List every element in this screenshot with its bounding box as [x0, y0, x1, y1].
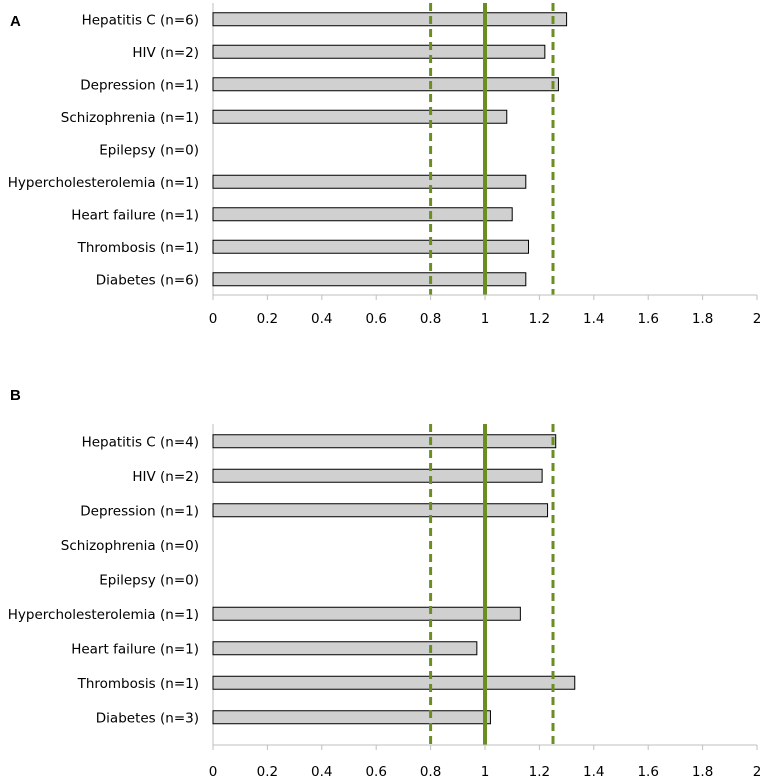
x-tick-label: 1.8: [692, 764, 713, 780]
bar: [212, 606, 521, 621]
x-tick-label: 0.2: [257, 764, 278, 780]
bar: [212, 710, 491, 725]
bar: [212, 675, 576, 690]
category-label: HIV (n=2): [132, 469, 199, 485]
x-tick-label: 1.4: [583, 311, 604, 327]
bar: [212, 503, 549, 518]
category-label: Hepatitis C (n=6): [82, 12, 199, 28]
category-label: Thrombosis (n=1): [77, 240, 199, 256]
x-tick-label: 0.6: [365, 764, 386, 780]
x-tick-label: 0.8: [420, 311, 441, 327]
bar: [212, 434, 557, 449]
x-tick-label: 2: [753, 311, 762, 327]
bar: [212, 207, 513, 222]
bar: [212, 239, 530, 254]
x-tick-label: 0.6: [365, 311, 386, 327]
panel-label: B: [10, 387, 21, 404]
category-label: Schizophrenia (n=0): [61, 538, 199, 554]
bar: [212, 468, 543, 483]
bar: [212, 109, 508, 124]
x-tick-label: 1: [481, 764, 490, 780]
category-label: Hypercholesterolemia (n=1): [8, 607, 199, 623]
x-tick-label: 2: [753, 764, 762, 780]
x-tick-label: 1: [481, 311, 490, 327]
x-tick-label: 0.4: [311, 764, 332, 780]
bar: [212, 12, 568, 27]
bar: [212, 641, 478, 656]
x-tick-label: 1.6: [637, 764, 658, 780]
chart-panel-b: B Hepatitis C (n=4) HIV (n=2) Depression (n…: [8, 387, 762, 780]
category-label: HIV (n=2): [132, 45, 199, 61]
x-tick-label: 1.2: [529, 764, 550, 780]
bar: [212, 44, 546, 59]
category-label: Heart failure (n=1): [71, 641, 199, 657]
category-label: Thrombosis (n=1): [77, 676, 199, 692]
category-label: Diabetes (n=3): [96, 710, 199, 726]
x-tick-label: 1.4: [583, 764, 604, 780]
x-tick-label: 1.6: [637, 311, 658, 327]
category-label: Hypercholesterolemia (n=1): [8, 175, 199, 191]
panel-label: A: [10, 13, 21, 30]
x-tick-label: 1.8: [692, 311, 713, 327]
category-label: Heart failure (n=1): [71, 207, 199, 223]
x-tick-label: 0.4: [311, 311, 332, 327]
category-label: Hepatitis C (n=4): [82, 434, 199, 450]
category-label: Epilepsy (n=0): [99, 572, 199, 588]
x-tick-label: 0.8: [420, 764, 441, 780]
x-tick-label: 0.2: [257, 311, 278, 327]
category-label: Diabetes (n=6): [96, 272, 199, 288]
x-tick-label: 0: [209, 764, 218, 780]
chart-panel-a: A Hepatitis C (n=6) HIV (n=2) Depression (n…: [8, 3, 762, 327]
x-tick-label: 1.2: [529, 311, 550, 327]
category-label: Depression (n=1): [80, 77, 199, 93]
bar: [212, 272, 527, 287]
category-label: Epilepsy (n=0): [99, 142, 199, 158]
category-label: Depression (n=1): [80, 503, 199, 519]
x-tick-label: 0: [209, 311, 218, 327]
category-label: Schizophrenia (n=1): [61, 110, 199, 126]
bar: [212, 77, 559, 92]
bar: [212, 174, 527, 189]
